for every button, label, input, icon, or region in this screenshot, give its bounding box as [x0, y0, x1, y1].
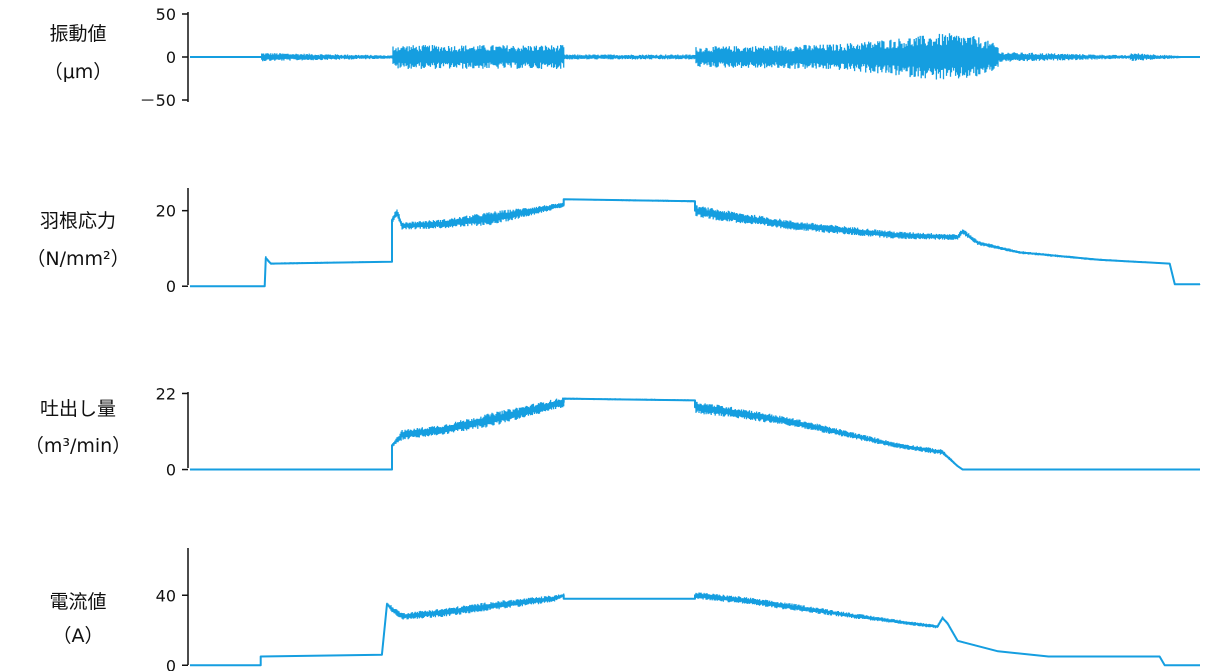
chart-panel-2: 20 0 羽根応力 （N/mm²） [26, 188, 1201, 296]
y-axis-label-line: （A） [53, 625, 104, 647]
series-line [190, 198, 1200, 288]
y-axis-label-line: 電流値 [49, 591, 106, 613]
chart-panel-1: 50 0 －50 振動値 （μm） [44, 5, 1200, 110]
signal-fluctuation-band [261, 592, 1164, 662]
series-line [190, 397, 1200, 471]
y-tick-label: 0 [166, 277, 176, 296]
y-axis-label-line: 振動値 [49, 23, 106, 45]
y-tick-label: 0 [166, 48, 176, 67]
y-tick-label: 20 [156, 202, 176, 221]
y-axis-label-line: 吐出し量 [40, 398, 116, 420]
signal-fluctuation-band [265, 198, 1201, 285]
chart-panel-4: 40 0 電流値 （A） [49, 548, 1200, 671]
y-tick-label: 50 [156, 5, 176, 24]
y-axis-label-line: （m³/min） [25, 435, 131, 457]
y-tick-label: 0 [166, 461, 176, 480]
chart-panel-3: 22 0 吐出し量 （m³/min） [25, 384, 1200, 480]
y-tick-label: －50 [140, 91, 176, 110]
series-line [190, 594, 1200, 667]
y-axis-label-line: 羽根応力 [40, 210, 116, 232]
y-tick-label: 0 [166, 656, 176, 671]
y-tick-label: 40 [156, 586, 176, 605]
y-axis-label-line: （N/mm²） [26, 248, 129, 270]
y-axis-label-line: （μm） [44, 61, 113, 83]
signal-fluctuation-band [392, 397, 963, 469]
y-tick-label: 22 [156, 384, 176, 403]
